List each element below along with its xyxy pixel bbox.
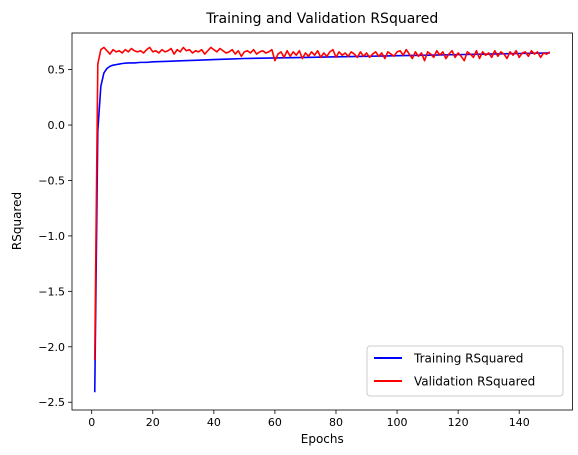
y-axis-label: RSquared (10, 192, 24, 250)
x-axis-label: Epochs (301, 432, 344, 446)
x-tick-label: 140 (509, 416, 530, 429)
y-axis-ticks: −2.5 −2.0 −1.5 −1.0 −0.5 0.0 0.5 (38, 64, 72, 409)
x-tick-label: 0 (88, 416, 95, 429)
plot-frame (71, 32, 573, 411)
y-tick-label: −1.5 (38, 285, 65, 298)
legend: Training RSquared Validation RSquared (366, 345, 564, 397)
x-axis-ticks: 0 20 40 60 80 100 120 140 (88, 410, 530, 429)
x-tick-label: 40 (207, 416, 221, 429)
x-tick-label: 80 (329, 416, 343, 429)
x-tick-label: 60 (268, 416, 282, 429)
legend-box (366, 345, 564, 397)
legend-label-training: Training RSquared (413, 352, 523, 366)
y-tick-label: 0.5 (48, 64, 66, 77)
plot-lines (93, 46, 551, 393)
y-tick-label: −0.5 (38, 174, 65, 187)
y-tick-label: −2.0 (38, 341, 65, 354)
series-line-validation (93, 46, 551, 361)
y-tick-label: −2.5 (38, 396, 65, 409)
y-tick-label: −1.0 (38, 230, 65, 243)
y-tick-label: 0.0 (48, 119, 66, 132)
chart-title: Training and Validation RSquared (205, 11, 438, 27)
series-line-training (93, 52, 550, 393)
x-tick-label: 20 (146, 416, 160, 429)
x-tick-label: 100 (387, 416, 408, 429)
legend-label-validation: Validation RSquared (414, 375, 535, 389)
x-tick-label: 120 (448, 416, 469, 429)
